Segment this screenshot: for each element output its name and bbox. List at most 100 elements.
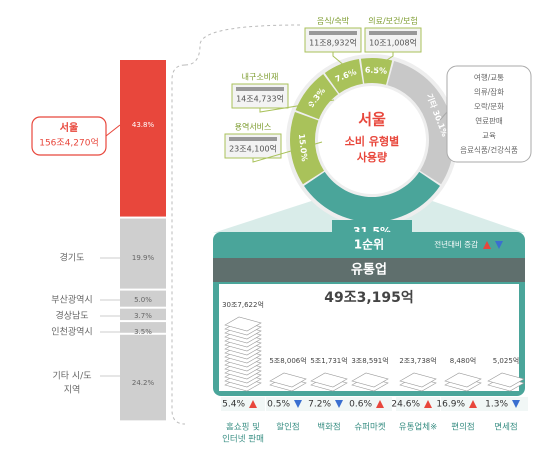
callout-title: 음식/숙박 (317, 16, 350, 26)
callout-line (374, 52, 394, 69)
item-name: 할인점 (276, 422, 299, 433)
legend-down (495, 241, 503, 249)
callout-bar (309, 31, 357, 35)
bar-value-label: 3.7% (134, 312, 152, 320)
other-item: 연료판매 (475, 117, 503, 126)
callout-bar (236, 87, 284, 91)
callout-line (252, 141, 323, 163)
callout-amount: 11조8,932억 (309, 38, 357, 48)
change-arrow (469, 400, 477, 408)
other-item: 오락/문화 (474, 102, 504, 111)
other-item: 교육 (482, 131, 496, 140)
bar-value-label: 19.9% (132, 254, 155, 262)
item-name: 유통업체※ (399, 422, 437, 433)
other-line (439, 111, 448, 121)
item-amount: 5조8,006억 (269, 357, 306, 365)
bar-segment (120, 334, 166, 421)
region-name: 지역 (64, 385, 81, 396)
legend-up (483, 241, 491, 249)
donut-segment (360, 58, 393, 85)
change-arrow (335, 400, 343, 408)
item-amount: 5,025억 (493, 357, 519, 365)
item-name: 편의점 (451, 422, 474, 433)
callout-title: 용역서비스 (235, 122, 272, 132)
item-change: 16.9% (436, 400, 465, 410)
other-item: 음료식품/건강식품 (460, 145, 518, 155)
region-name: 인천광역시 (51, 326, 92, 338)
callout-amount: 10조1,008억 (369, 38, 417, 48)
money-stack (269, 372, 307, 388)
callout-amount: 23조4,100억 (229, 144, 277, 154)
other-item: 여행/교통 (474, 72, 504, 82)
item-change: 0.5% (267, 400, 290, 410)
change-arrow (249, 400, 257, 408)
item-name: 면세점 (494, 422, 517, 433)
item-amount: 2조3,738억 (399, 357, 436, 365)
money-stack (224, 316, 262, 332)
item-change: 5.4% (222, 400, 245, 410)
panel-title: 유통업 (351, 263, 387, 278)
region-name: 경상남도 (55, 310, 88, 322)
bar-value-label: 24.2% (132, 379, 155, 387)
money-stack (399, 372, 437, 388)
rank: 1순위 (354, 238, 384, 252)
callout-amount: 14조4,733억 (236, 94, 284, 104)
change-arrow (424, 400, 432, 408)
money-stack (487, 372, 525, 388)
callout-line (259, 99, 335, 113)
money-stack (351, 372, 389, 388)
bar-segment (120, 322, 166, 333)
money-stack (444, 372, 482, 388)
donut-center (318, 86, 426, 194)
center-label: 소비 유형별 (345, 134, 399, 148)
item-amount: 30조7,622억 (222, 301, 264, 309)
callout-title: 내구소비재 (242, 73, 279, 82)
donut-segment (387, 61, 454, 185)
item-amount: 3조8,591억 (351, 357, 388, 365)
title-band (213, 258, 525, 282)
item-amount: 8,480억 (450, 357, 476, 365)
bar-value-label: 43.8% (132, 121, 155, 129)
item-name: 슈퍼마켓 (354, 422, 385, 433)
donut-segment (295, 74, 339, 120)
region-amount: 156조4,270억 (39, 137, 99, 149)
region-name: 부산광역시 (51, 294, 92, 306)
item-change: 1.3% (485, 400, 508, 410)
bar-value-label: 5.0% (134, 296, 152, 304)
bar-segment (120, 218, 166, 289)
callout-title: 의료/보건/보험 (368, 16, 418, 26)
item-name: 백화점 (317, 422, 340, 433)
center-label: 서울 (358, 111, 386, 129)
panel-total: 49조3,195억 (324, 290, 414, 306)
panel-inner (219, 284, 519, 391)
change-arrow (376, 400, 384, 408)
other-item: 의류/잡화 (474, 87, 504, 97)
item-change: 7.2% (308, 400, 331, 410)
bar-segment (120, 290, 166, 307)
region-name: 기타 시/도 (52, 371, 91, 382)
callout-bar (369, 31, 417, 35)
donut-segment (304, 171, 440, 223)
donut-segment (324, 59, 363, 94)
callout-bar (229, 137, 277, 141)
callout-line (332, 52, 353, 73)
money-stack (310, 372, 348, 388)
item-name: 홈쇼핑 및 (226, 422, 260, 433)
item-name: 인터넷 판매 (222, 434, 264, 445)
connector (184, 24, 301, 66)
item-amount: 5조1,731억 (310, 357, 347, 365)
item-change: 24.6% (391, 400, 420, 410)
change-arrow (294, 400, 302, 408)
bar-value-label: 3.5% (134, 328, 152, 336)
region-name: 경기도 (60, 252, 85, 264)
center-label: 사용량 (357, 150, 387, 164)
legend: 전년대비 증감 (434, 239, 478, 249)
region-name: 서울 (60, 121, 78, 134)
donut-segment (290, 111, 324, 185)
item-change: 0.6% (349, 400, 372, 410)
bar-segment (120, 308, 166, 321)
bracket (171, 64, 186, 425)
other-box (446, 65, 532, 163)
donut-value-label: 6.5% (365, 65, 388, 75)
